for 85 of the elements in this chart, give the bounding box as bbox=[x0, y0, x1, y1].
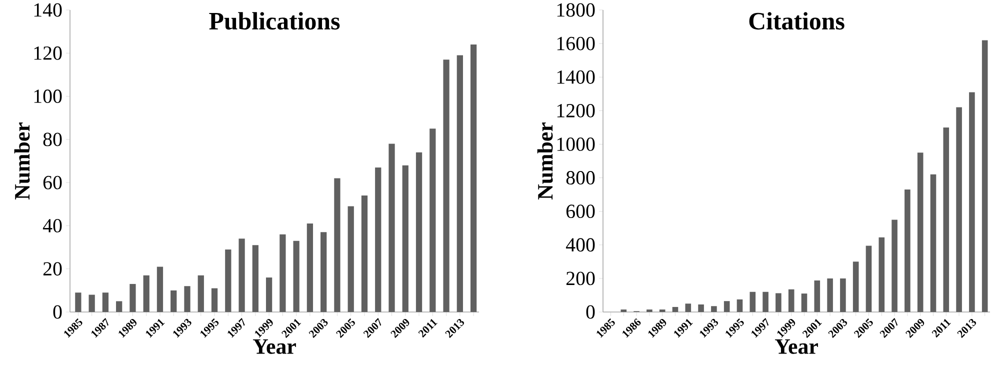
bar bbox=[866, 246, 872, 312]
bar bbox=[878, 237, 885, 312]
bar bbox=[620, 309, 627, 312]
bar bbox=[402, 165, 408, 312]
bar bbox=[320, 232, 327, 312]
bar bbox=[788, 289, 794, 312]
bar bbox=[982, 40, 988, 312]
bar bbox=[659, 309, 666, 312]
bar bbox=[430, 128, 436, 312]
bar bbox=[969, 92, 975, 312]
bar bbox=[416, 152, 422, 312]
y-tick-label: 1200 bbox=[557, 104, 595, 118]
bar bbox=[852, 262, 859, 312]
y-tick-label: 60 bbox=[43, 176, 62, 190]
bar bbox=[375, 167, 382, 312]
y-tick-label: 200 bbox=[566, 272, 595, 286]
y-tick-label: 600 bbox=[566, 204, 595, 218]
y-tick-label: 1600 bbox=[557, 36, 595, 50]
bar bbox=[266, 277, 272, 312]
bar bbox=[334, 178, 340, 312]
y-tick-label: 0 bbox=[586, 305, 595, 319]
bar bbox=[280, 234, 286, 312]
chart-title: Citations bbox=[749, 12, 844, 30]
y-tick-label: 120 bbox=[34, 46, 62, 60]
bar bbox=[143, 275, 150, 312]
bar bbox=[184, 286, 190, 312]
bar bbox=[685, 304, 692, 312]
bar bbox=[293, 240, 300, 312]
bar bbox=[170, 290, 177, 312]
y-tick-label: 1800 bbox=[557, 3, 595, 17]
y-tick-label: 800 bbox=[566, 171, 595, 184]
bar bbox=[225, 249, 232, 312]
bar bbox=[762, 292, 768, 312]
bar bbox=[711, 306, 717, 312]
bar bbox=[443, 60, 450, 312]
bar bbox=[470, 44, 477, 312]
bar bbox=[646, 309, 652, 312]
y-axis-title: Number bbox=[14, 122, 30, 200]
bar bbox=[238, 238, 245, 312]
bar bbox=[388, 144, 395, 312]
bar bbox=[892, 220, 898, 312]
y-tick-label: 80 bbox=[43, 132, 62, 146]
x-axis-title: Year bbox=[252, 339, 296, 354]
bar bbox=[102, 292, 109, 312]
bar bbox=[930, 174, 936, 312]
bar bbox=[75, 292, 82, 312]
bar bbox=[698, 304, 704, 312]
bar bbox=[156, 266, 164, 312]
bar bbox=[827, 278, 833, 312]
bar bbox=[801, 294, 808, 312]
bar bbox=[130, 284, 136, 312]
bar bbox=[904, 190, 910, 312]
y-tick-label: 1000 bbox=[557, 138, 595, 151]
x-axis-title: Year bbox=[774, 339, 818, 354]
bar bbox=[456, 55, 463, 312]
bar bbox=[736, 299, 743, 312]
y-tick-label: 140 bbox=[34, 3, 62, 17]
chart-title: Publications bbox=[209, 12, 340, 30]
bar bbox=[88, 294, 95, 312]
bar bbox=[116, 301, 122, 312]
y-tick-label: 100 bbox=[34, 90, 62, 103]
bar bbox=[348, 206, 354, 312]
bar bbox=[840, 278, 846, 312]
bar bbox=[252, 245, 258, 312]
y-tick-label: 1400 bbox=[557, 70, 595, 84]
x-tick-label: 2011 bbox=[932, 319, 951, 338]
bar bbox=[198, 275, 204, 312]
bar bbox=[750, 292, 756, 312]
bar bbox=[672, 306, 678, 312]
bar bbox=[306, 224, 314, 312]
bar bbox=[814, 280, 820, 312]
bar bbox=[956, 107, 962, 312]
bar bbox=[776, 293, 782, 312]
bar bbox=[361, 196, 368, 312]
y-tick-label: 20 bbox=[43, 262, 62, 276]
bar bbox=[211, 288, 218, 312]
x-tick-label: 1989 bbox=[118, 319, 136, 338]
bar bbox=[917, 152, 924, 312]
y-tick-label: 0 bbox=[53, 305, 62, 319]
bar bbox=[943, 127, 950, 312]
bar bbox=[724, 301, 730, 312]
y-tick-label: 400 bbox=[566, 238, 595, 252]
y-axis-title: Number bbox=[537, 122, 553, 200]
y-tick-label: 40 bbox=[42, 218, 62, 232]
x-tick-label: 2011 bbox=[418, 319, 438, 338]
